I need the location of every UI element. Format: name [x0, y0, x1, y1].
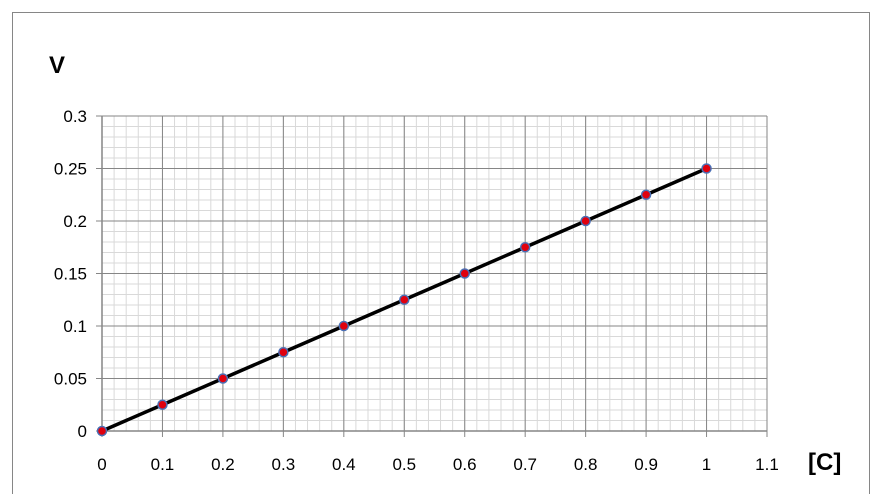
x-axis-title: [C]	[808, 449, 841, 476]
x-tick-label: 0.3	[272, 455, 296, 474]
x-tick-label: 1	[702, 455, 711, 474]
data-point	[640, 189, 652, 200]
data-point	[519, 242, 531, 253]
data-point	[338, 320, 350, 332]
y-tick-label: 0.3	[63, 107, 87, 126]
data-point	[217, 373, 229, 384]
x-tick-label: 0.7	[513, 455, 537, 474]
y-tick-label: 0.25	[54, 160, 87, 179]
data-point	[580, 215, 591, 227]
x-tick-label: 0.6	[453, 455, 477, 474]
x-tick-label: 0.5	[392, 455, 416, 474]
y-tick-label: 0.15	[54, 265, 87, 284]
x-tick-label: 0.9	[634, 455, 658, 474]
x-tick-label: 0.4	[332, 455, 356, 474]
data-point	[278, 347, 289, 358]
y-axis-title: V	[49, 52, 65, 79]
y-tick-label: 0.1	[63, 317, 87, 336]
x-tick-label: 1.1	[755, 455, 779, 474]
data-point	[399, 294, 410, 305]
x-tick-label: 0.8	[574, 455, 598, 474]
y-tick-label: 0	[78, 422, 87, 441]
data-point	[459, 268, 470, 279]
x-tick-label: 0.2	[211, 455, 235, 474]
y-tick-label: 0.05	[54, 370, 87, 389]
data-point	[96, 425, 108, 437]
y-tick-label: 0.2	[63, 212, 87, 231]
y-tick-labels: 0 0.05 0.1 0.15 0.2 0.25 0.3	[54, 107, 87, 441]
major-grid	[101, 115, 768, 432]
series-layer	[96, 163, 712, 437]
x-tick-label: 0	[97, 455, 106, 474]
x-tick-labels: 0 0.1 0.2 0.3 0.4 0.5 0.6 0.7 0.8 0.9 1 1.1	[97, 455, 779, 474]
x-tick-label: 0.1	[151, 455, 175, 474]
data-point	[701, 163, 712, 174]
data-point	[157, 399, 168, 410]
